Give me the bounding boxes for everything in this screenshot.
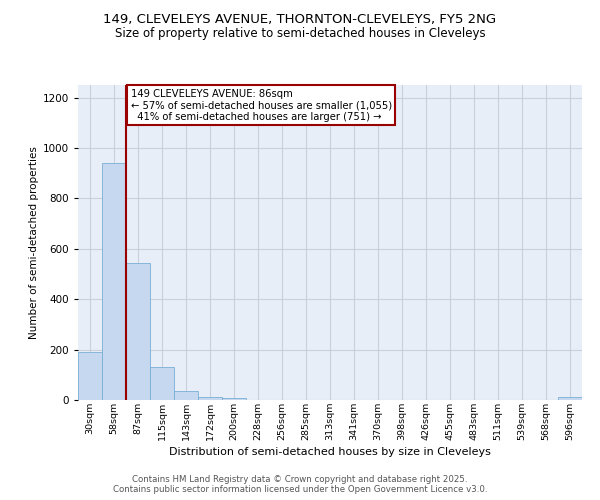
X-axis label: Distribution of semi-detached houses by size in Cleveleys: Distribution of semi-detached houses by …	[169, 447, 491, 457]
Bar	[174, 391, 198, 400]
Text: 149, CLEVELEYS AVENUE, THORNTON-CLEVELEYS, FY5 2NG: 149, CLEVELEYS AVENUE, THORNTON-CLEVELEY…	[103, 12, 497, 26]
Bar	[102, 163, 126, 400]
Bar	[126, 263, 150, 400]
Bar	[558, 398, 582, 400]
Bar	[150, 367, 174, 400]
Text: Contains HM Land Registry data © Crown copyright and database right 2025.
Contai: Contains HM Land Registry data © Crown c…	[113, 474, 487, 494]
Bar	[198, 397, 222, 400]
Y-axis label: Number of semi-detached properties: Number of semi-detached properties	[29, 146, 38, 339]
Text: Size of property relative to semi-detached houses in Cleveleys: Size of property relative to semi-detach…	[115, 28, 485, 40]
Bar	[78, 352, 102, 400]
Text: 149 CLEVELEYS AVENUE: 86sqm
← 57% of semi-detached houses are smaller (1,055)
  : 149 CLEVELEYS AVENUE: 86sqm ← 57% of sem…	[131, 89, 392, 122]
Bar	[222, 398, 246, 400]
